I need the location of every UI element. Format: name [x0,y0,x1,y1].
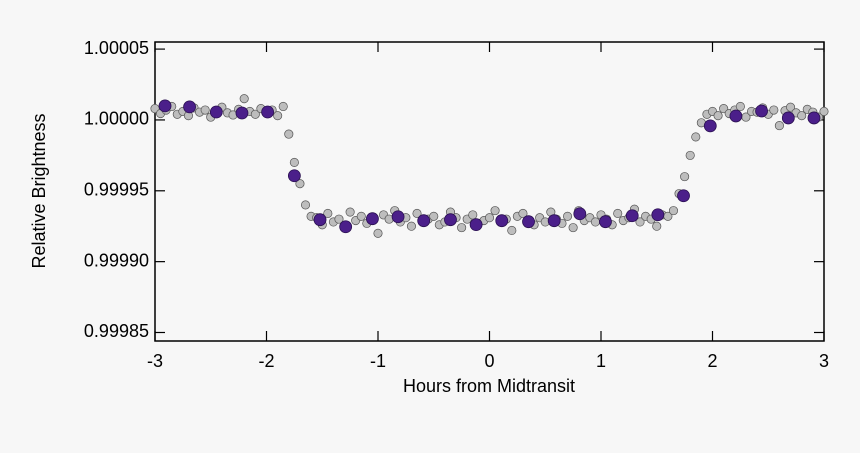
plot-frame [154,41,825,342]
binned-point [261,105,275,119]
y-tick-label: 0.99985 [84,321,149,341]
data-point [373,228,383,238]
binned-point [417,214,431,228]
binned-point [522,215,535,229]
x-tick-label: 0 [484,351,494,371]
binned-point [209,105,223,119]
data-point [562,211,573,221]
data-point [278,101,288,112]
binned-point [599,215,612,229]
binned-point [339,220,353,234]
data-point [785,102,796,112]
binned-point [495,214,509,228]
data-point [484,213,495,223]
data-point [295,179,305,189]
data-point [518,208,528,219]
data-point [300,200,311,210]
data-point [635,217,645,227]
data-point [713,111,723,121]
data-point [769,105,779,115]
y-axis-label: Relative Brightness [29,113,49,268]
binned-point [651,208,665,222]
x-axis-label: Hours from Midtransit [403,376,575,396]
data-point [819,106,829,116]
binned-point [729,109,743,123]
binned-point [366,212,379,226]
data-point [412,208,422,219]
x-tick-label: -2 [258,351,274,371]
binned-point [755,104,768,118]
y-tick-label: 0.99995 [84,180,149,200]
data-point [685,150,695,160]
data-point [289,157,299,168]
binned-point [158,99,172,113]
data-point [735,101,745,112]
binned-point [287,169,301,183]
x-tick-label: -3 [147,351,163,371]
data-point [406,221,416,231]
data-point [356,211,366,221]
data-point [613,208,623,219]
data-point [334,214,344,224]
data-point [652,221,662,231]
data-point [680,172,690,182]
y-tick-label: 0.99990 [84,250,149,270]
data-point [200,105,210,115]
x-tick-label: 1 [596,351,606,371]
data-point [691,132,701,142]
data-point [273,111,283,121]
data-point [797,111,807,121]
data-point [429,211,439,221]
data-point [468,210,478,220]
binned-point [235,106,249,120]
binned-point [625,209,639,223]
binned-point [469,218,483,232]
data-point [284,129,294,139]
binned-point [313,213,327,227]
binned-point [781,111,795,125]
binned-point [391,210,405,224]
data-point [490,206,500,216]
binned-point [547,214,561,228]
x-tick-label: 2 [707,351,717,371]
data-point [239,94,249,104]
binned-point [183,100,196,114]
y-tick-label: 1.00005 [84,38,149,58]
data-point [250,109,260,119]
data-point [457,223,467,233]
binned-point [573,207,587,221]
x-tick-label: -1 [370,351,386,371]
data-point [668,206,679,216]
data-point [345,207,355,217]
data-point [774,121,784,131]
binned-point [807,111,821,125]
binned-point [444,213,457,227]
x-tick-label: 3 [819,351,829,371]
binned-point [677,189,690,203]
data-point [590,217,600,227]
y-tick-label: 1.00000 [84,109,149,129]
data-point [323,208,333,219]
data-point [507,225,517,236]
data-point [568,223,578,233]
binned-point [703,119,717,133]
